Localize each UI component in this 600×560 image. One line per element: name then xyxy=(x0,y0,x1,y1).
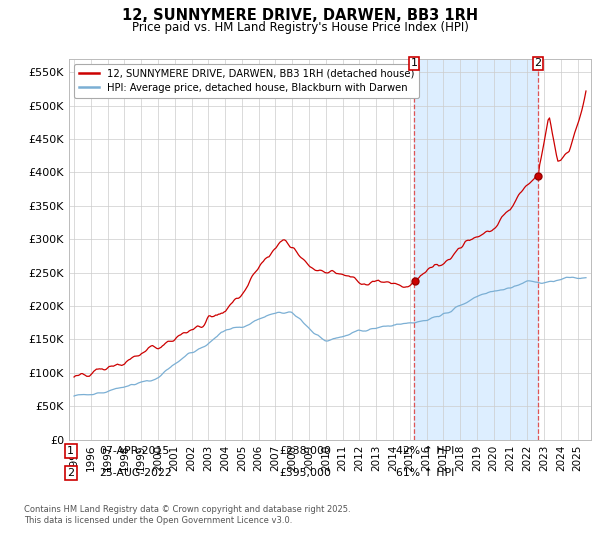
Text: 12, SUNNYMERE DRIVE, DARWEN, BB3 1RH: 12, SUNNYMERE DRIVE, DARWEN, BB3 1RH xyxy=(122,8,478,24)
Text: 61% ↑ HPI: 61% ↑ HPI xyxy=(396,468,454,478)
Text: 2: 2 xyxy=(535,58,542,68)
Text: 42% ↑ HPI: 42% ↑ HPI xyxy=(396,446,454,456)
Text: £238,000: £238,000 xyxy=(279,446,331,456)
Bar xyxy=(414,59,538,440)
Legend: 12, SUNNYMERE DRIVE, DARWEN, BB3 1RH (detached house), HPI: Average price, detac: 12, SUNNYMERE DRIVE, DARWEN, BB3 1RH (de… xyxy=(74,64,419,98)
Text: 1: 1 xyxy=(67,446,74,456)
Text: Price paid vs. HM Land Registry's House Price Index (HPI): Price paid vs. HM Land Registry's House … xyxy=(131,21,469,34)
Text: 25-AUG-2022: 25-AUG-2022 xyxy=(99,468,172,478)
Text: Contains HM Land Registry data © Crown copyright and database right 2025.
This d: Contains HM Land Registry data © Crown c… xyxy=(24,505,350,525)
Text: £395,000: £395,000 xyxy=(279,468,331,478)
Text: 07-APR-2015: 07-APR-2015 xyxy=(99,446,169,456)
Text: 2: 2 xyxy=(67,468,74,478)
Text: 1: 1 xyxy=(411,58,418,68)
